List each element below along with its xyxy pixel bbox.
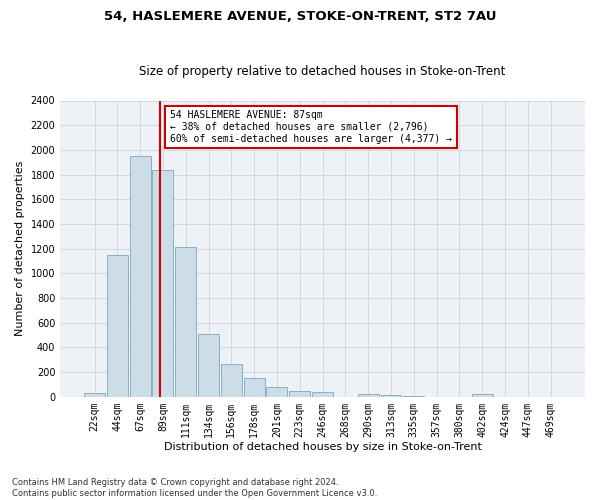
Text: 54 HASLEMERE AVENUE: 87sqm
← 38% of detached houses are smaller (2,796)
60% of s: 54 HASLEMERE AVENUE: 87sqm ← 38% of deta… [170,110,452,144]
X-axis label: Distribution of detached houses by size in Stoke-on-Trent: Distribution of detached houses by size … [164,442,482,452]
Bar [130,156,151,397]
Bar [244,378,265,397]
Bar [289,390,310,397]
Bar [403,396,424,397]
Bar [198,334,219,397]
Bar [152,170,173,397]
Bar [380,394,401,397]
Y-axis label: Number of detached properties: Number of detached properties [15,161,25,336]
Bar [84,393,105,397]
Bar [358,394,379,397]
Bar [221,364,242,397]
Bar [472,394,493,397]
Text: 54, HASLEMERE AVENUE, STOKE-ON-TRENT, ST2 7AU: 54, HASLEMERE AVENUE, STOKE-ON-TRENT, ST… [104,10,496,23]
Text: Contains HM Land Registry data © Crown copyright and database right 2024.
Contai: Contains HM Land Registry data © Crown c… [12,478,377,498]
Bar [266,387,287,397]
Bar [312,392,333,397]
Title: Size of property relative to detached houses in Stoke-on-Trent: Size of property relative to detached ho… [139,66,506,78]
Bar [107,255,128,397]
Bar [175,248,196,397]
